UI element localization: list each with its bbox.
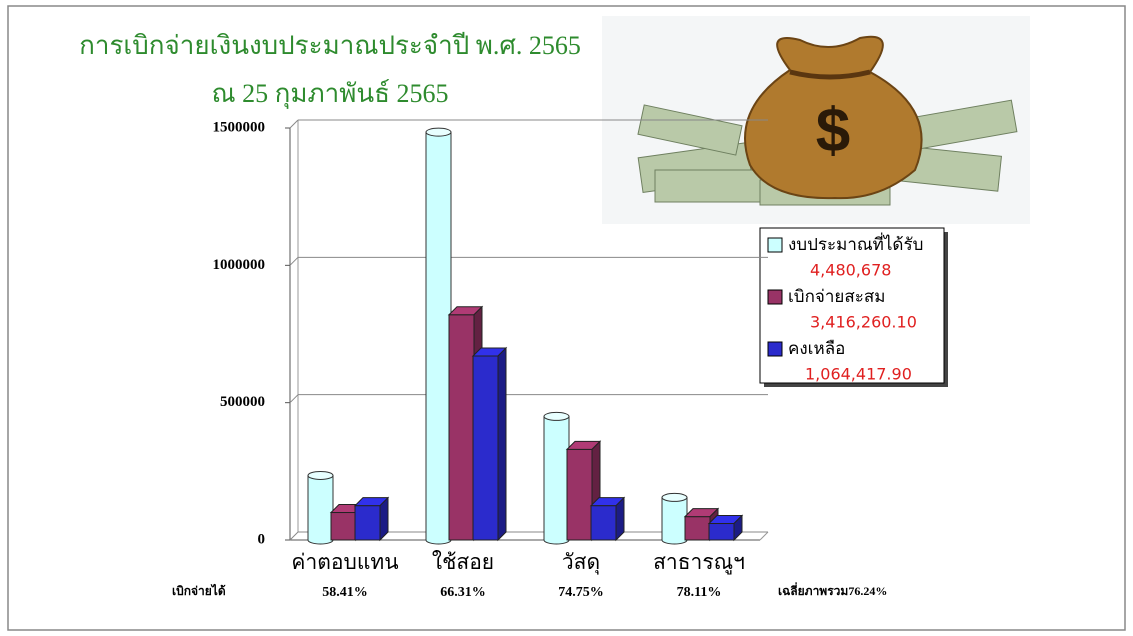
legend-label: เบิกจ่ายสะสม bbox=[788, 287, 885, 306]
bar-side bbox=[498, 348, 506, 540]
rate-label: 74.75% bbox=[558, 585, 604, 600]
bar-body-cover bbox=[663, 497, 687, 540]
bar-front bbox=[355, 506, 380, 540]
legend-amount: 3,416,260.10 bbox=[810, 313, 917, 332]
x-tick-label: ใช้สอย bbox=[432, 550, 494, 574]
legend-label: คงเหลือ bbox=[788, 339, 845, 358]
bar bbox=[426, 128, 451, 544]
legend-swatch bbox=[768, 290, 782, 304]
bar-side bbox=[616, 498, 624, 540]
rate-label: 78.11% bbox=[677, 585, 722, 600]
legend-swatch bbox=[768, 342, 782, 356]
bar-front bbox=[567, 449, 592, 540]
rate-label: 66.31% bbox=[440, 585, 486, 600]
bar-top bbox=[662, 493, 687, 501]
footer-average: เฉลี่ยภาพรวม76.24% bbox=[778, 582, 887, 598]
bar-body-cover bbox=[545, 416, 569, 540]
bar bbox=[544, 412, 569, 544]
bar-body-cover bbox=[309, 475, 333, 540]
bar bbox=[308, 471, 333, 544]
chart: $ การเบิกจ่ายเงินงบประมาณประจำปี พ.ศ. 25… bbox=[0, 0, 1133, 636]
bar-top bbox=[544, 412, 569, 420]
x-tick-label: วัสดุ bbox=[562, 550, 600, 575]
bar bbox=[591, 498, 624, 540]
chart-subtitle: ณ 25 กุมภาพันธ์ 2565 bbox=[211, 79, 448, 109]
dollar-sign: $ bbox=[816, 96, 850, 165]
bar-side bbox=[380, 498, 388, 540]
legend-swatch bbox=[768, 238, 782, 252]
bar bbox=[709, 516, 742, 540]
bar bbox=[662, 493, 687, 544]
rate-label: 58.41% bbox=[322, 585, 368, 600]
bar-front bbox=[473, 356, 498, 540]
bar-front bbox=[685, 517, 710, 540]
y-tick-label: 1000000 bbox=[213, 257, 266, 273]
bar-front bbox=[709, 524, 734, 540]
bar bbox=[355, 498, 388, 540]
bar-front bbox=[591, 506, 616, 540]
bar-front bbox=[449, 315, 474, 540]
y-tick-label: 0 bbox=[258, 531, 266, 547]
x-tick-label: ค่าตอบแทน bbox=[291, 550, 398, 574]
y-tick-label: 1500000 bbox=[213, 119, 266, 135]
legend: งบประมาณที่ได้รับ 4,480,678 เบิกจ่ายสะสม 3,… bbox=[760, 228, 948, 387]
legend-amount: 1,064,417.90 bbox=[805, 365, 912, 384]
y-tick-label: 500000 bbox=[220, 394, 265, 410]
bar-front bbox=[331, 513, 356, 540]
bar bbox=[473, 348, 506, 540]
footer-label: เบิกจ่ายได้ bbox=[172, 583, 226, 598]
bar-body-cover bbox=[427, 132, 451, 540]
chart-title: การเบิกจ่ายเงินงบประมาณประจำปี พ.ศ. 2565 bbox=[79, 31, 581, 60]
x-tick-label: สาธารณูฯ bbox=[653, 550, 745, 575]
legend-amount: 4,480,678 bbox=[810, 261, 891, 280]
bar-top bbox=[308, 471, 333, 479]
legend-label: งบประมาณที่ได้รับ bbox=[788, 232, 923, 254]
bar-top bbox=[426, 128, 451, 136]
